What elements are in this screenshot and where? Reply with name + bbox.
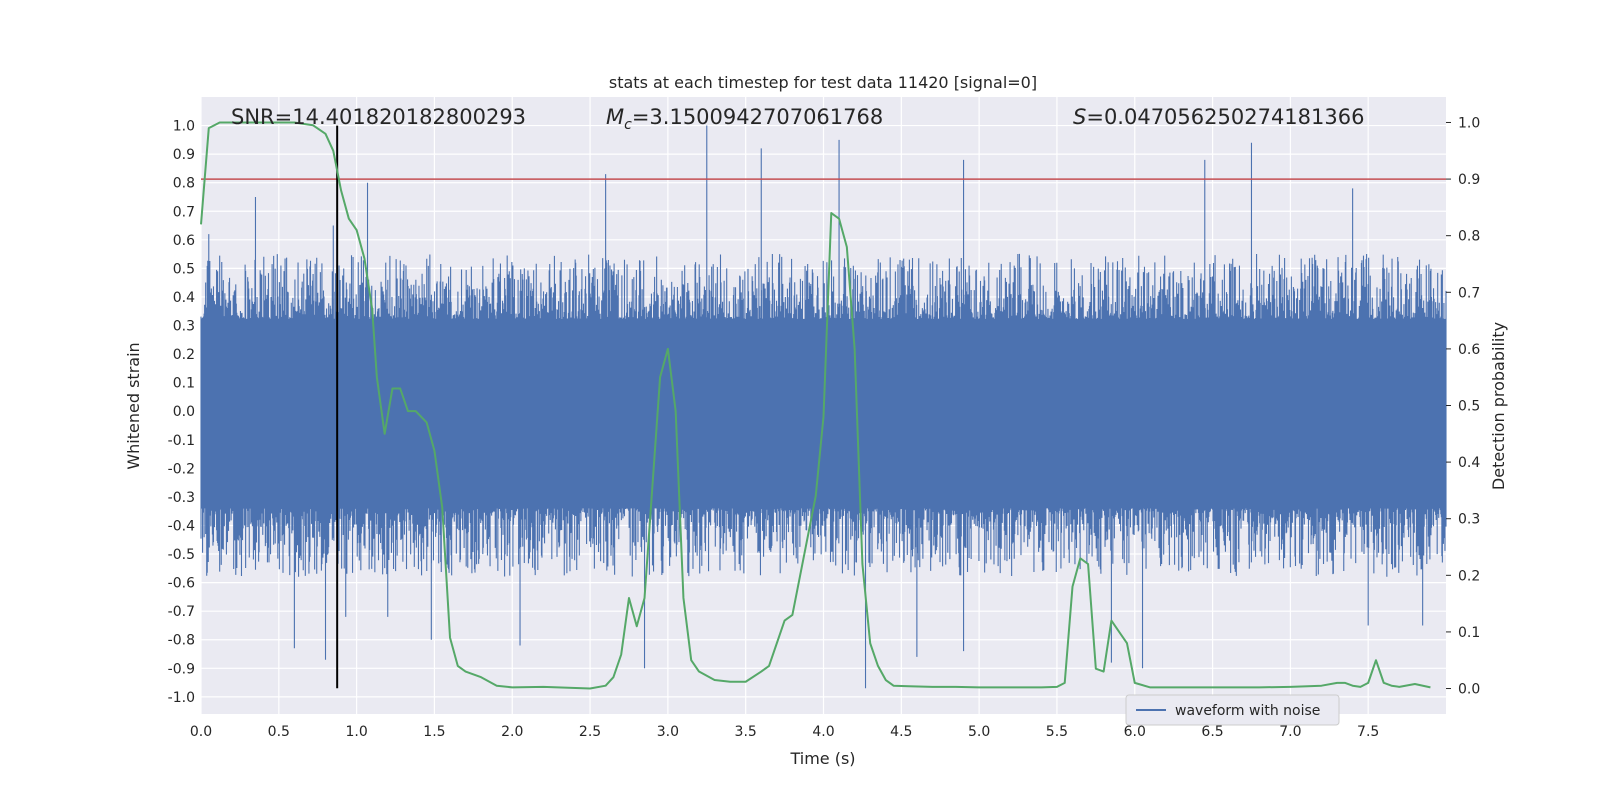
y-tick-label: -0.2	[168, 461, 195, 477]
y-tick-label: 0.4	[173, 290, 195, 306]
x-tick-label: 5.5	[1046, 724, 1068, 740]
legend: waveform with noise	[1125, 694, 1340, 726]
mc-annotation: Mc=3.1500942707061768	[606, 105, 883, 133]
y2-tick-label: 0.6	[1458, 342, 1480, 358]
y2-tick-label: 0.4	[1458, 455, 1480, 471]
x-axis-ticks: 0.0 0.5 1.0 1.5 2.0 2.5 3.0 3.5 4.0 4.5 5.0 5.5 6.0 6…	[190, 724, 1379, 740]
x-axis-label: Time (s)	[789, 749, 855, 768]
y-tick-label: -0.4	[168, 518, 195, 534]
snr-annotation: SNR=14.401820182800293	[231, 105, 526, 129]
y-tick-label: 0.0	[173, 404, 195, 420]
x-tick-label: 2.5	[579, 724, 601, 740]
mc-subscript: c	[624, 117, 632, 133]
legend-box	[1125, 694, 1340, 726]
y-tick-label: 1.0	[173, 119, 195, 135]
x-tick-label: 7.0	[1279, 724, 1301, 740]
s-value: =0.047056250274181366	[1086, 105, 1364, 129]
x-tick-label: 3.0	[657, 724, 679, 740]
y2-tick-label: 0.3	[1458, 512, 1480, 528]
y-tick-label: -0.9	[168, 661, 195, 677]
chart-title: stats at each timestep for test data 114…	[609, 73, 1037, 92]
y-tick-label: 0.8	[173, 176, 195, 192]
legend-entry-waveform: waveform with noise	[1175, 703, 1320, 719]
y2-axis-ticks: 0.0 0.1 0.2 0.3 0.4 0.5 0.6 0.7 0.8 0.9 1.0	[1446, 115, 1480, 698]
mc-symbol: M	[606, 105, 624, 129]
overlay-lines	[200, 121, 1446, 690]
y-tick-label: 0.7	[173, 204, 195, 220]
s-symbol: S	[1073, 105, 1086, 129]
y-tick-label: -0.8	[168, 633, 195, 649]
y2-tick-label: 0.7	[1458, 285, 1480, 301]
y2-tick-label: 0.8	[1458, 229, 1480, 245]
y-tick-label: -1.0	[168, 690, 195, 706]
y-tick-label: -0.7	[168, 604, 195, 620]
y-tick-label: -0.6	[168, 576, 195, 592]
x-tick-label: 1.0	[345, 724, 367, 740]
y2-tick-label: 0.9	[1458, 172, 1480, 188]
y-tick-label: 0.6	[173, 233, 195, 249]
mc-value: =3.1500942707061768	[632, 105, 883, 129]
y-tick-label: -0.1	[168, 433, 195, 449]
y-tick-label: -0.5	[168, 547, 195, 563]
y-axis-ticks: -1.0 -0.9 -0.8 -0.7 -0.6 -0.5 -0.4 -0.3 -0.2 -0.1…	[168, 119, 195, 706]
s-annotation: S=0.047056250274181366	[1073, 105, 1364, 129]
y-tick-label: 0.5	[173, 261, 195, 277]
y-tick-label: 0.1	[173, 376, 195, 392]
y-tick-label: 0.9	[173, 147, 195, 163]
y-tick-label: -0.3	[168, 490, 195, 506]
y-tick-label: 0.2	[173, 347, 195, 363]
x-tick-label: 4.5	[890, 724, 912, 740]
y2-axis-label: Detection probability	[1489, 322, 1508, 490]
y-axis-label: Whitened strain	[124, 342, 143, 469]
x-tick-label: 1.5	[423, 724, 445, 740]
x-tick-label: 2.0	[501, 724, 523, 740]
y-tick-label: 0.3	[173, 319, 195, 335]
waveform-series	[200, 125, 1447, 689]
waveform-line	[200, 125, 1447, 689]
y2-tick-label: 0.5	[1458, 399, 1480, 415]
detection-probability-line	[200, 121, 1431, 690]
x-tick-label: 6.5	[1201, 724, 1223, 740]
x-tick-label: 7.5	[1357, 724, 1379, 740]
x-tick-label: 0.0	[190, 724, 212, 740]
y2-tick-label: 0.2	[1458, 568, 1480, 584]
y2-tick-label: 0.1	[1458, 625, 1480, 641]
x-tick-label: 5.0	[968, 724, 990, 740]
x-tick-label: 3.5	[735, 724, 757, 740]
x-tick-label: 0.5	[268, 724, 290, 740]
x-tick-label: 4.0	[812, 724, 834, 740]
y2-tick-label: 0.0	[1458, 682, 1480, 698]
x-tick-label: 6.0	[1124, 724, 1146, 740]
y2-tick-label: 1.0	[1458, 115, 1480, 131]
